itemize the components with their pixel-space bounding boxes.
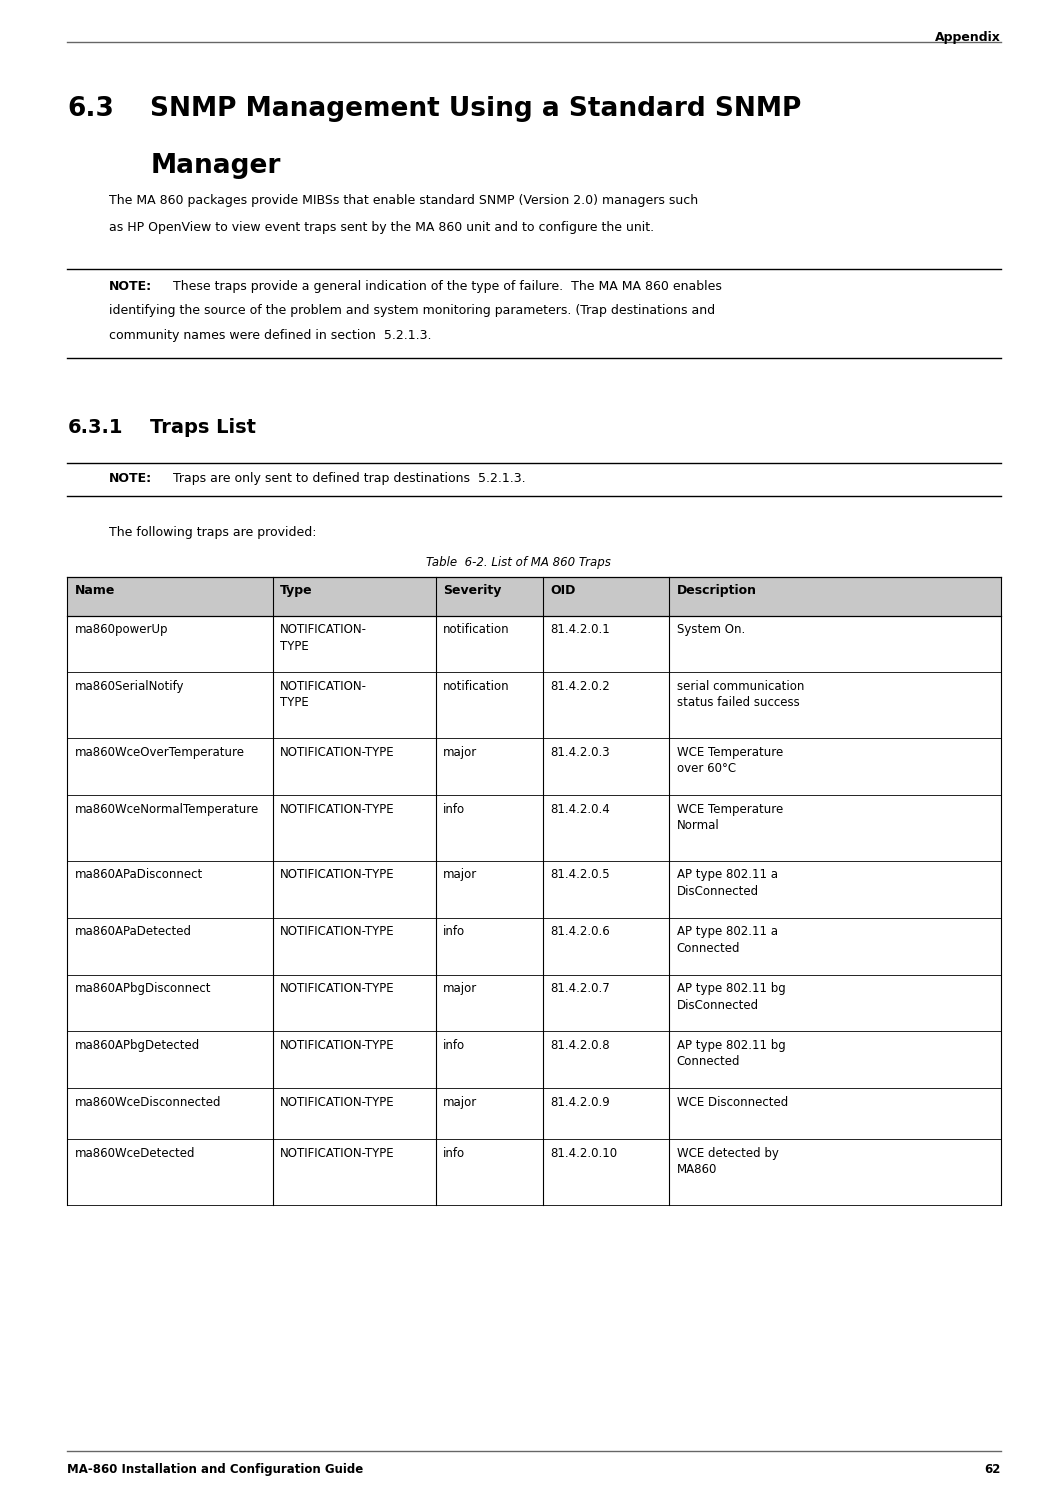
Text: NOTIFICATION-TYPE: NOTIFICATION-TYPE	[280, 1147, 395, 1159]
Text: Traps List: Traps List	[150, 419, 256, 437]
Text: info: info	[444, 1147, 466, 1159]
Text: notification: notification	[444, 681, 510, 693]
Text: NOTIFICATION-TYPE: NOTIFICATION-TYPE	[280, 1040, 395, 1052]
Text: major: major	[444, 1097, 478, 1109]
Text: Description: Description	[676, 585, 757, 597]
Text: NOTE:: NOTE:	[109, 280, 152, 293]
Text: 81.4.2.0.4: 81.4.2.0.4	[551, 803, 611, 815]
Text: NOTIFICATION-TYPE: NOTIFICATION-TYPE	[280, 983, 395, 995]
Text: ma860APaDisconnect: ma860APaDisconnect	[75, 869, 203, 881]
Text: NOTIFICATION-TYPE: NOTIFICATION-TYPE	[280, 926, 395, 938]
Text: notification: notification	[444, 624, 510, 636]
Text: 6.3: 6.3	[67, 96, 114, 121]
Text: ma860WceOverTemperature: ma860WceOverTemperature	[75, 747, 245, 758]
Text: 81.4.2.0.2: 81.4.2.0.2	[551, 681, 611, 693]
Text: 6.3.1: 6.3.1	[67, 419, 123, 437]
Text: 81.4.2.0.8: 81.4.2.0.8	[551, 1040, 610, 1052]
Text: WCE Temperature
over 60°C: WCE Temperature over 60°C	[676, 747, 783, 775]
Text: ma860APbgDetected: ma860APbgDetected	[75, 1040, 200, 1052]
Text: WCE detected by
MA860: WCE detected by MA860	[676, 1147, 779, 1176]
Text: major: major	[444, 747, 478, 758]
Text: ma860APbgDisconnect: ma860APbgDisconnect	[75, 983, 212, 995]
Text: ma860APaDetected: ma860APaDetected	[75, 926, 192, 938]
Text: NOTIFICATION-TYPE: NOTIFICATION-TYPE	[280, 747, 395, 758]
Text: ma860SerialNotify: ma860SerialNotify	[75, 681, 185, 693]
Text: AP type 802.11 a
Connected: AP type 802.11 a Connected	[676, 926, 778, 954]
Text: ma860WceDetected: ma860WceDetected	[75, 1147, 195, 1159]
Text: Severity: Severity	[444, 585, 502, 597]
Text: NOTIFICATION-TYPE: NOTIFICATION-TYPE	[280, 803, 395, 815]
Text: NOTIFICATION-
TYPE: NOTIFICATION- TYPE	[280, 681, 367, 709]
Text: as HP OpenView to view event traps sent by the MA 860 unit and to configure the : as HP OpenView to view event traps sent …	[109, 221, 654, 235]
Text: 81.4.2.0.5: 81.4.2.0.5	[551, 869, 610, 881]
Text: Table  6-2. List of MA 860 Traps: Table 6-2. List of MA 860 Traps	[426, 557, 611, 568]
Text: MA-860 Installation and Configuration Guide: MA-860 Installation and Configuration Gu…	[67, 1463, 364, 1477]
Text: info: info	[444, 803, 466, 815]
Text: 81.4.2.0.1: 81.4.2.0.1	[551, 624, 611, 636]
Text: serial communication
status failed success: serial communication status failed succe…	[676, 681, 804, 709]
Text: 81.4.2.0.6: 81.4.2.0.6	[551, 926, 611, 938]
Text: identifying the source of the problem and system monitoring parameters. (Trap de: identifying the source of the problem an…	[109, 305, 714, 317]
Text: AP type 802.11 a
DisConnected: AP type 802.11 a DisConnected	[676, 869, 778, 898]
Text: major: major	[444, 869, 478, 881]
Text: Appendix: Appendix	[934, 31, 1001, 45]
Text: Traps are only sent to defined trap destinations  5.2.1.3.: Traps are only sent to defined trap dest…	[169, 473, 526, 485]
Text: ma860WceNormalTemperature: ma860WceNormalTemperature	[75, 803, 259, 815]
Text: AP type 802.11 bg
Connected: AP type 802.11 bg Connected	[676, 1040, 785, 1068]
Text: ma860WceDisconnected: ma860WceDisconnected	[75, 1097, 221, 1109]
Text: info: info	[444, 1040, 466, 1052]
Text: NOTE:: NOTE:	[109, 473, 152, 485]
Text: Type: Type	[280, 585, 312, 597]
Text: WCE Temperature
Normal: WCE Temperature Normal	[676, 803, 783, 832]
Text: 62: 62	[984, 1463, 1001, 1477]
Text: The following traps are provided:: The following traps are provided:	[109, 527, 316, 539]
Text: ma860powerUp: ma860powerUp	[75, 624, 168, 636]
Text: Manager: Manager	[150, 153, 281, 178]
Text: AP type 802.11 bg
DisConnected: AP type 802.11 bg DisConnected	[676, 983, 785, 1011]
Text: 81.4.2.0.9: 81.4.2.0.9	[551, 1097, 611, 1109]
Text: NOTIFICATION-TYPE: NOTIFICATION-TYPE	[280, 1097, 395, 1109]
Text: SNMP Management Using a Standard SNMP: SNMP Management Using a Standard SNMP	[150, 96, 802, 121]
Text: System On.: System On.	[676, 624, 745, 636]
Text: info: info	[444, 926, 466, 938]
Text: NOTIFICATION-TYPE: NOTIFICATION-TYPE	[280, 869, 395, 881]
Bar	[67, 577, 1001, 616]
Text: 81.4.2.0.7: 81.4.2.0.7	[551, 983, 611, 995]
Text: OID: OID	[551, 585, 576, 597]
Text: WCE Disconnected: WCE Disconnected	[676, 1097, 788, 1109]
Text: major: major	[444, 983, 478, 995]
Text: Name: Name	[75, 585, 115, 597]
Text: The MA 860 packages provide MIBSs that enable standard SNMP (Version 2.0) manage: The MA 860 packages provide MIBSs that e…	[109, 194, 698, 208]
Text: NOTIFICATION-
TYPE: NOTIFICATION- TYPE	[280, 624, 367, 652]
Text: community names were defined in section  5.2.1.3.: community names were defined in section …	[109, 329, 431, 343]
Text: 81.4.2.0.10: 81.4.2.0.10	[551, 1147, 618, 1159]
Text: These traps provide a general indication of the type of failure.  The MA MA 860 : These traps provide a general indication…	[169, 280, 722, 293]
Text: 81.4.2.0.3: 81.4.2.0.3	[551, 747, 610, 758]
